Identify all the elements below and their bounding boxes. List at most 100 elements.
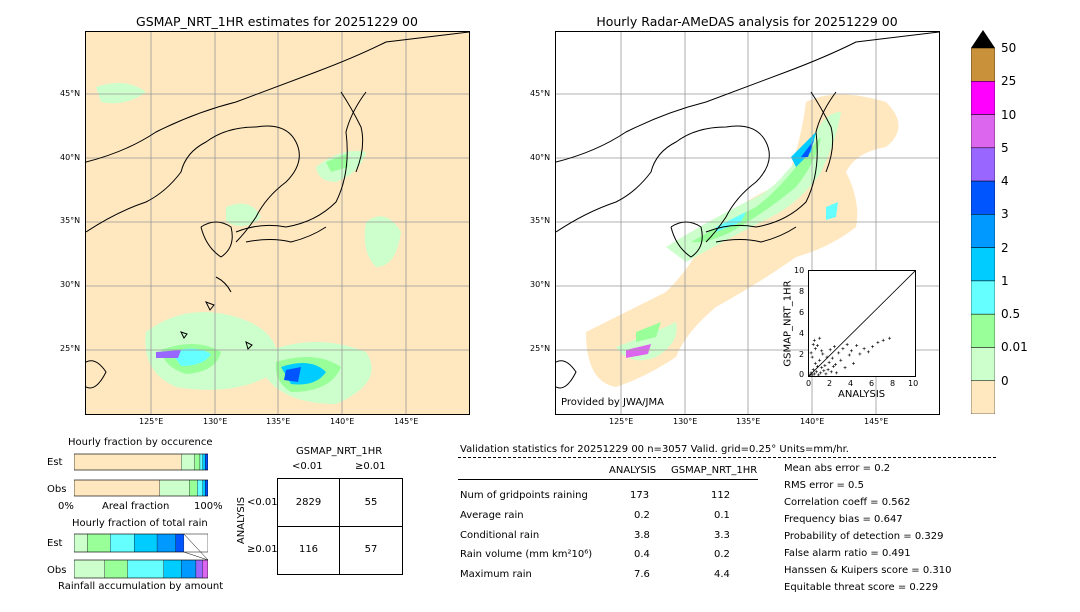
left-map-grid xyxy=(86,32,469,414)
scatter-point-37 xyxy=(866,350,870,354)
colorbar-segment-5 xyxy=(970,214,996,248)
left-lon-tick-2: 130°E xyxy=(203,417,228,426)
stats-col-gsmap: GSMAP_NRT_1HR xyxy=(671,465,758,476)
scatter-point-7 xyxy=(815,365,819,369)
amount-axis-label: Rainfall accumulation by amount xyxy=(58,581,224,592)
contingency-col2: ≥0.01 xyxy=(355,461,386,472)
left-lat-tick-1: 45°N xyxy=(60,89,81,98)
right-lat-tick-2: 40°N xyxy=(530,153,551,162)
colorbar-label-6: 2 xyxy=(1001,240,1009,255)
stats-row-g-2: 0.1 xyxy=(714,510,730,521)
colorbar-extend-arrow xyxy=(971,30,995,48)
stats-row-label-1: Num of gridpoints raining xyxy=(460,490,588,501)
scatter-tick-y-4: 4 xyxy=(799,329,805,338)
scatter-point-1 xyxy=(809,371,813,375)
scatter-tick-y-10: 10 xyxy=(794,266,805,275)
contingency-table: 2829 55 116 57 xyxy=(277,478,403,575)
scatter-point-17 xyxy=(826,368,830,372)
score-5: Probability of detection = 0.329 xyxy=(784,531,944,542)
right-lat-tick-1: 45°N xyxy=(530,89,551,98)
left-lon-tick-3: 135°E xyxy=(266,417,291,426)
stats-header: Validation statistics for 20251229 00 n=… xyxy=(460,444,849,455)
left-lon-tick-4: 140°E xyxy=(330,417,355,426)
occ-obs-seg-2 xyxy=(189,479,198,497)
stats-col-rule xyxy=(458,479,758,480)
scatter-point-3 xyxy=(811,368,815,372)
stats-row-a-4: 0.4 xyxy=(634,549,650,560)
scatter-point-45 xyxy=(810,355,814,359)
scatter-point-29 xyxy=(843,366,847,370)
contingency-cell-4: 57 xyxy=(364,544,378,555)
score-7: Hanssen & Kuipers score = 0.310 xyxy=(784,565,952,576)
stats-row-g-1: 112 xyxy=(711,490,731,501)
amt-est-seg-5 xyxy=(175,533,185,553)
right-rain-patches xyxy=(586,94,899,387)
stats-header-rule xyxy=(458,457,996,458)
stats-row-label-4: Rain volume (mm km²10⁶) xyxy=(460,549,593,560)
occurrence-axis-mid: Areal fraction xyxy=(102,501,170,512)
occ-est-seg-1 xyxy=(181,453,195,471)
score-4: Frequency bias = 0.647 xyxy=(784,514,903,525)
occ-obs-seg-1 xyxy=(159,479,190,497)
amt-obs-seg-5 xyxy=(195,559,203,579)
scatter-point-27 xyxy=(839,358,843,362)
right-lat-tick-5: 25°N xyxy=(530,344,551,353)
provider-label: Provided by JWA/JMA xyxy=(561,397,664,408)
occurrence-obs-label: Obs xyxy=(47,484,67,495)
right-lon-tick-4: 140°E xyxy=(800,417,825,426)
scatter-point-9 xyxy=(818,358,822,362)
scatter-point-30 xyxy=(845,343,849,346)
scatter-point-19 xyxy=(828,348,832,352)
scatter-point-12 xyxy=(821,352,825,356)
scatter-point-38 xyxy=(871,345,875,349)
amount-title: Hourly fraction of total rain xyxy=(72,518,208,529)
amt-obs-seg-2 xyxy=(127,559,164,579)
left-lon-tick-5: 145°E xyxy=(394,417,419,426)
score-2: RMS error = 0.5 xyxy=(784,480,864,491)
scatter-point-8 xyxy=(817,373,821,377)
occurrence-est-label: Est xyxy=(47,457,63,468)
scatter-point-34 xyxy=(855,344,859,348)
scatter-point-5 xyxy=(813,361,817,365)
colorbar-segment-1 xyxy=(970,81,996,115)
colorbar-label-8: 0.5 xyxy=(1001,307,1021,322)
amt-connector-top xyxy=(183,533,209,561)
left-rain-patches xyxy=(96,83,401,404)
scatter-tick-y-0: 0 xyxy=(799,370,805,379)
colorbar-segment-4 xyxy=(970,180,996,215)
amt-est-seg-2 xyxy=(110,533,135,553)
scatter-xlabel: ANALYSIS xyxy=(838,389,886,400)
colorbar-segment-8 xyxy=(970,313,996,348)
scatter-point-36 xyxy=(862,347,866,351)
amt-obs-seg-3 xyxy=(163,559,182,579)
scatter-point-15 xyxy=(824,372,828,376)
scatter-tick-x-10: 10 xyxy=(908,379,919,388)
scatter-point-26 xyxy=(837,351,841,355)
left-lat-tick-2: 40°N xyxy=(60,153,81,162)
amt-obs-seg-6 xyxy=(202,559,209,579)
amt-est-seg-4 xyxy=(156,533,176,553)
scatter-tick-y-8: 8 xyxy=(799,287,805,296)
stats-row-label-5: Maximum rain xyxy=(460,569,532,580)
score-1: Mean abs error = 0.2 xyxy=(784,463,891,474)
stats-row-label-3: Conditional rain xyxy=(460,530,540,541)
colorbar-label-4: 4 xyxy=(1001,174,1009,189)
scatter-point-44 xyxy=(813,347,817,351)
occurrence-axis-right: 100% xyxy=(194,501,223,512)
scatter-point-48 xyxy=(818,336,822,340)
scatter-point-20 xyxy=(829,370,833,374)
scatter-point-22 xyxy=(831,365,835,369)
right-lon-tick-2: 130°E xyxy=(673,417,698,426)
colorbar-segment-7 xyxy=(970,280,996,315)
left-map-title: GSMAP_NRT_1HR estimates for 20251229 00 xyxy=(136,14,418,29)
scatter-point-24 xyxy=(834,362,837,366)
colorbar-label-10: 0 xyxy=(1001,373,1009,388)
colorbar-segment-9 xyxy=(970,347,996,381)
scatter-point-35 xyxy=(858,352,862,356)
occurrence-chart xyxy=(73,452,209,498)
scatter-point-4 xyxy=(812,372,816,376)
occ-est-seg-4 xyxy=(202,453,206,471)
occurrence-svg xyxy=(73,453,209,497)
amount-obs-label: Obs xyxy=(47,565,67,576)
colorbar-label-3: 5 xyxy=(1001,140,1009,155)
